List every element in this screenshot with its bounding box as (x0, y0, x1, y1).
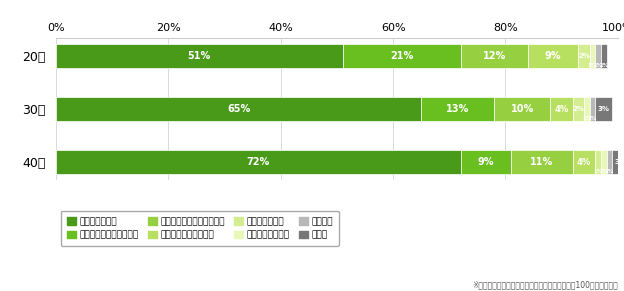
Bar (612, 150, 624, 174)
Bar (578, 44, 590, 68)
Text: 4%: 4% (577, 157, 591, 166)
Text: 9%: 9% (477, 157, 494, 167)
Bar (494, 97, 550, 121)
Text: 1%: 1% (605, 168, 614, 173)
Text: 13%: 13% (446, 104, 469, 114)
Bar (607, 150, 612, 174)
Bar (590, 97, 595, 121)
Bar (461, 150, 511, 174)
Bar (528, 44, 578, 68)
Text: 9%: 9% (545, 51, 562, 61)
Text: 2%: 2% (572, 106, 585, 112)
Bar (56, 44, 343, 68)
Bar (595, 150, 601, 174)
Text: 4%: 4% (555, 105, 568, 113)
Text: ※小数点以下を四捨五入しているため、必ずしも100にならない。: ※小数点以下を四捨五入しているため、必ずしも100にならない。 (472, 281, 618, 290)
Text: 2%: 2% (578, 53, 590, 59)
Text: 21%: 21% (390, 51, 413, 61)
Text: 12%: 12% (482, 51, 506, 61)
Text: 1%: 1% (593, 63, 603, 68)
Bar (550, 97, 573, 121)
Text: 65%: 65% (227, 104, 250, 114)
Text: 3%: 3% (615, 159, 624, 165)
Text: 10%: 10% (510, 104, 534, 114)
Text: 1%: 1% (599, 168, 608, 173)
Bar (573, 97, 584, 121)
Bar (56, 97, 421, 121)
Text: 1%: 1% (588, 63, 597, 68)
Bar (584, 97, 590, 121)
Bar (511, 150, 573, 174)
Bar (601, 44, 607, 68)
Bar (343, 44, 461, 68)
Text: 1%: 1% (582, 116, 592, 121)
Text: 1%: 1% (599, 63, 608, 68)
Text: 3%: 3% (598, 106, 610, 112)
Text: 1%: 1% (593, 168, 603, 173)
Bar (56, 150, 461, 174)
Text: 1%: 1% (588, 116, 597, 121)
Bar (590, 44, 595, 68)
Bar (573, 150, 595, 174)
Bar (461, 44, 528, 68)
Text: 72%: 72% (246, 157, 270, 167)
Bar (421, 97, 494, 121)
Bar (595, 44, 601, 68)
Legend: 自宅からの近さ, 交通費支給ならどこでも, 他の条件が合えばどこでも, 通学・通勤経路の途中, 栄えている場所, 学校・会社の近く, 特になし, その他: 自宅からの近さ, 交通費支給ならどこでも, 他の条件が合えばどこでも, 通学・通… (61, 211, 339, 246)
Bar (601, 150, 607, 174)
Text: 51%: 51% (188, 51, 211, 61)
Bar (595, 97, 612, 121)
Text: 11%: 11% (530, 157, 553, 167)
